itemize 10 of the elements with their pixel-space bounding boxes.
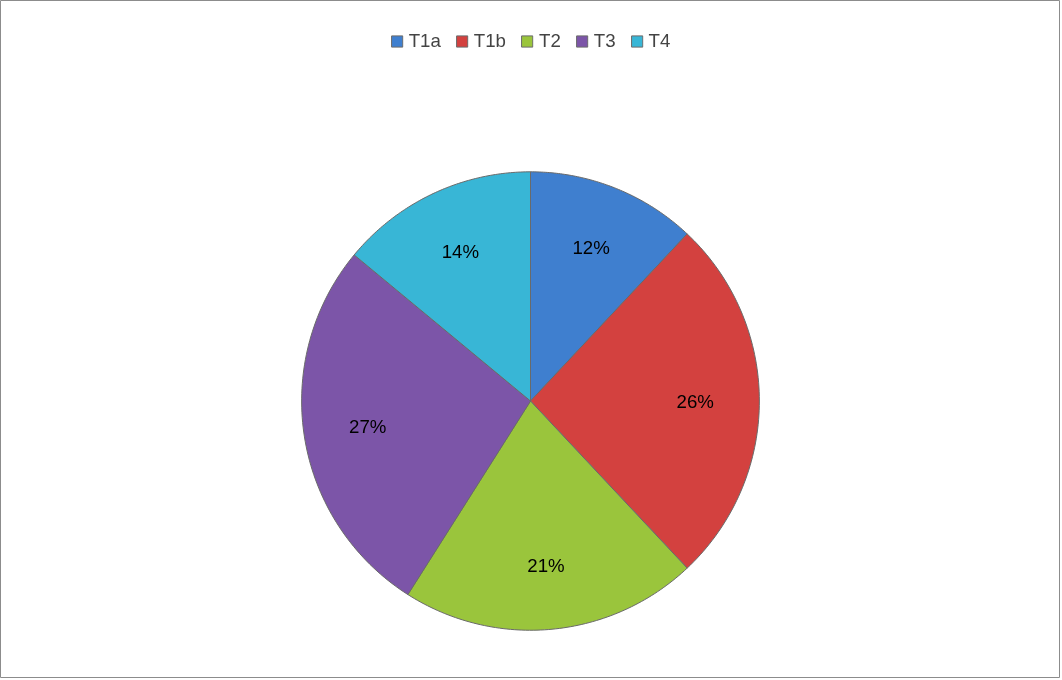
legend-label: T1a [408, 30, 441, 52]
legend-label: T1b [473, 30, 506, 52]
data-label: 27% [349, 416, 387, 438]
data-label: 12% [572, 237, 610, 259]
legend-label: T4 [648, 30, 671, 52]
data-label: 26% [676, 390, 714, 412]
legend-label: T2 [538, 30, 561, 52]
legend-label: T3 [593, 30, 616, 52]
data-label: 21% [527, 554, 565, 576]
data-label: 14% [441, 241, 480, 263]
